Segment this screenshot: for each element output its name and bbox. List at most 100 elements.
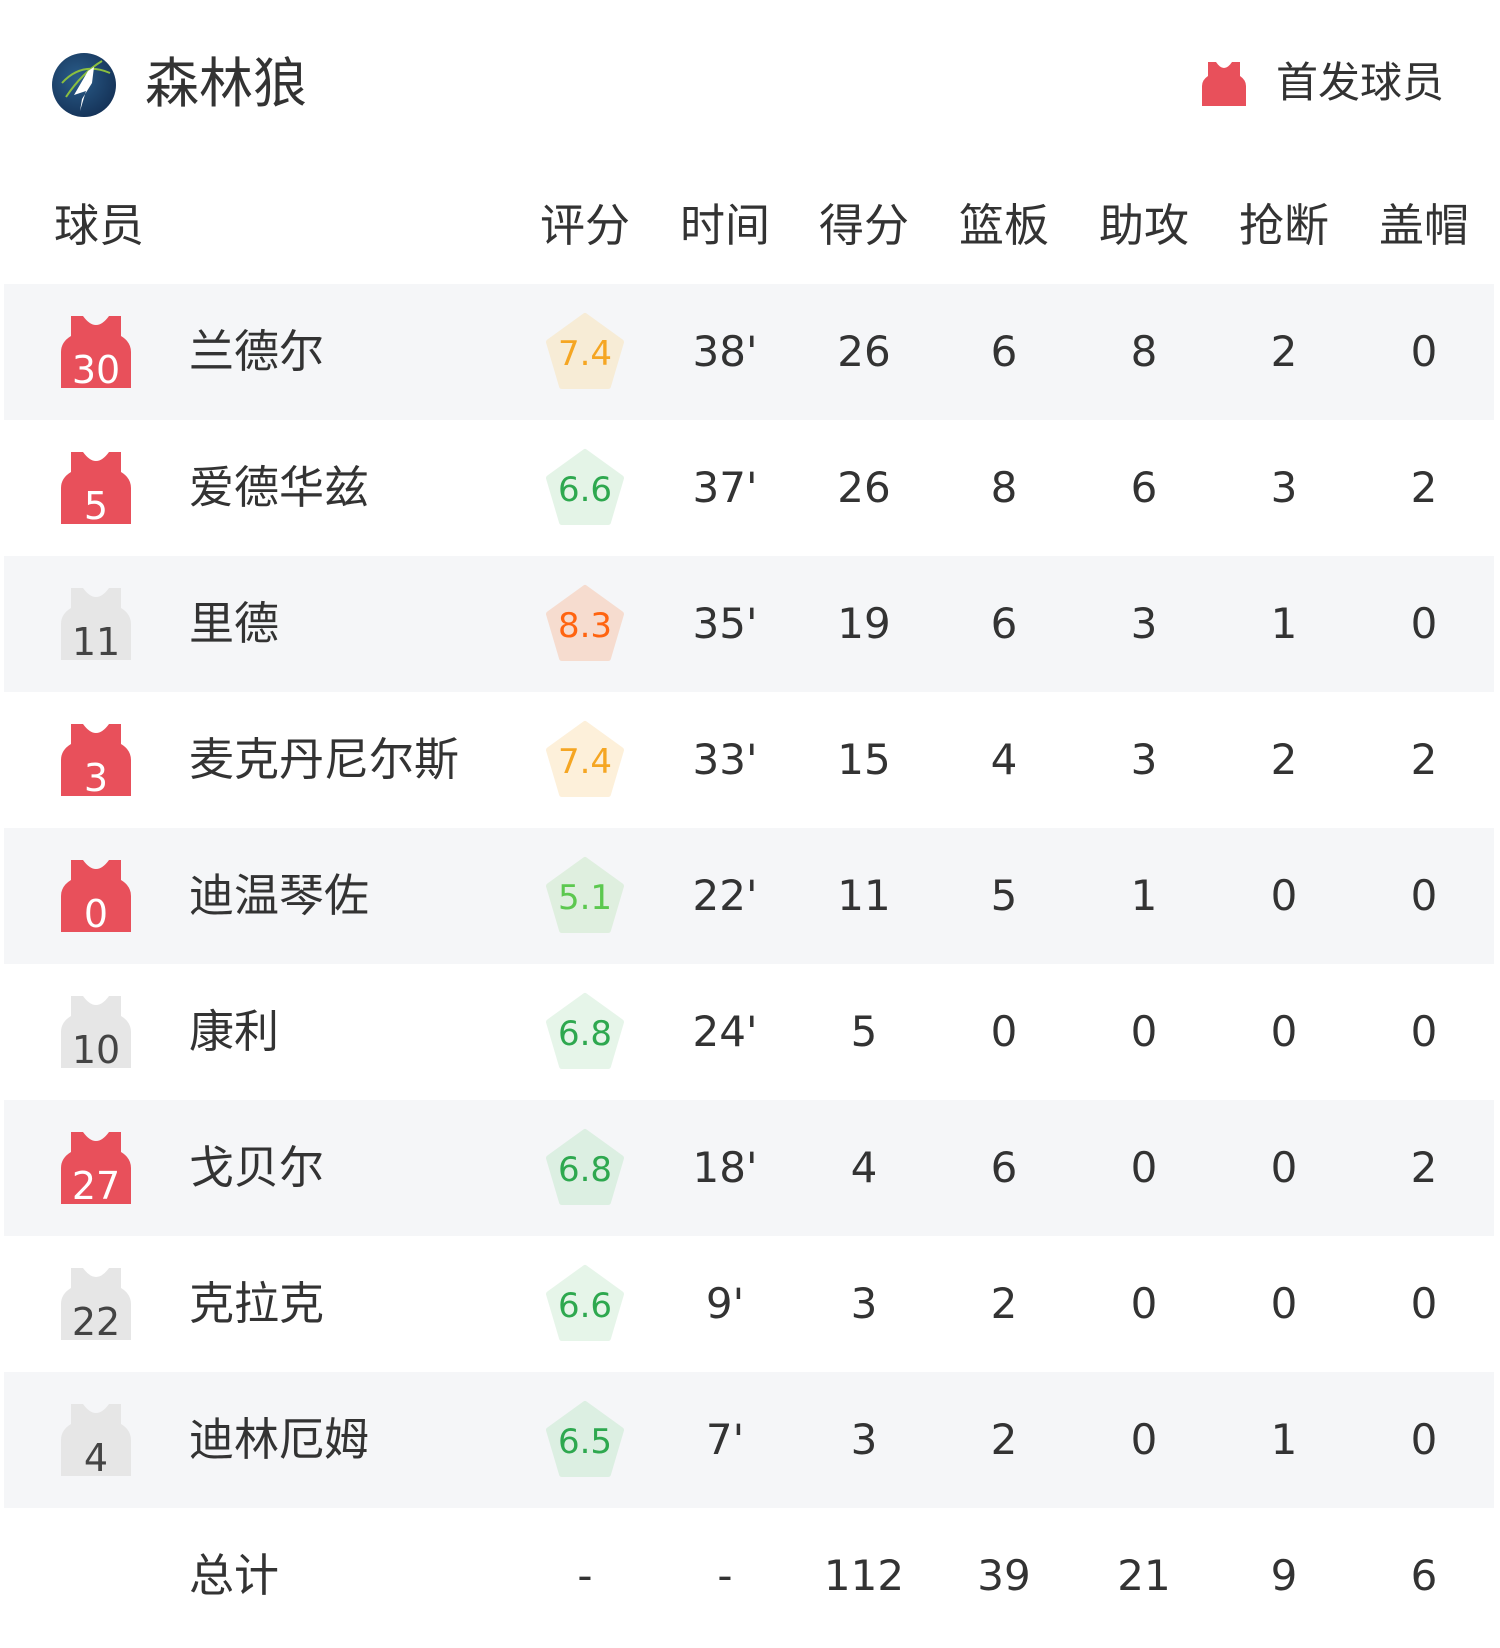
starter-jersey-icon: 30: [61, 316, 131, 392]
col-blocks[interactable]: 盖帽: [1378, 199, 1469, 252]
stat-blk: 2: [1410, 735, 1438, 784]
player-row[interactable]: 11 里德 8.3 35' 19 6 3 1 0: [4, 556, 1494, 692]
jersey-number: 10: [71, 1028, 121, 1072]
stat-ast: 3: [1130, 735, 1158, 784]
team-header: 森林狼 首发球员: [0, 0, 1500, 170]
col-player: 球员: [54, 199, 145, 252]
stat-min: 18': [692, 1143, 758, 1192]
col-minutes[interactable]: 时间: [679, 199, 770, 252]
stat-pts: 26: [837, 463, 891, 512]
stat-reb: 6: [990, 327, 1018, 376]
stat-blk: 0: [1410, 1007, 1438, 1056]
rating-value: 6.6: [557, 1286, 613, 1326]
rating-badge: 6.8: [545, 1128, 625, 1208]
stat-min: 35': [692, 599, 758, 648]
stat-blk: 2: [1410, 1143, 1438, 1192]
stat-reb: 8: [990, 463, 1018, 512]
player-name[interactable]: 克拉克: [189, 1277, 325, 1330]
stat-stl: 2: [1270, 735, 1298, 784]
rating-value: 6.5: [557, 1422, 613, 1462]
stat-pts: 3: [850, 1415, 878, 1464]
stat-ast: 0: [1130, 1007, 1158, 1056]
col-points[interactable]: 得分: [818, 199, 909, 252]
column-header-row: 球员 评分 时间 得分 篮板 助攻 抢断 盖帽: [0, 196, 1500, 256]
player-name[interactable]: 爱德华兹: [189, 461, 370, 514]
stat-pts: 112: [823, 1551, 905, 1600]
rating-badge: 7.4: [545, 312, 625, 392]
jersey-number: 5: [83, 484, 109, 528]
rating-badge: 8.3: [545, 584, 625, 664]
stat-ast: 1: [1130, 871, 1158, 920]
player-name[interactable]: 康利: [189, 1005, 280, 1058]
player-row[interactable]: 10 康利 6.8 24' 5 0 0 0 0: [4, 964, 1494, 1100]
starter-jersey-icon: 3: [61, 724, 131, 800]
col-assists[interactable]: 助攻: [1098, 199, 1189, 252]
player-row[interactable]: 22 克拉克 6.6 9' 3 2 0 0 0: [4, 1236, 1494, 1372]
stat-stl: 0: [1270, 1007, 1298, 1056]
starter-jersey-icon: 5: [61, 452, 131, 528]
stat-reb: 6: [990, 1143, 1018, 1192]
stat-reb: 6: [990, 599, 1018, 648]
player-row[interactable]: 0 迪温琴佐 5.1 22' 11 5 1 0 0: [4, 828, 1494, 964]
player-name[interactable]: 里德: [189, 597, 280, 650]
stat-pts: 19: [837, 599, 891, 648]
stat-reb: 2: [990, 1415, 1018, 1464]
stat-reb: 5: [990, 871, 1018, 920]
stat-stl: 3: [1270, 463, 1298, 512]
stat-ast: 21: [1117, 1551, 1171, 1600]
stat-min: 22': [692, 871, 758, 920]
totals-label: 总计: [189, 1549, 280, 1602]
stat-stl: 0: [1270, 871, 1298, 920]
stat-min: 9': [705, 1279, 745, 1328]
rating-badge: 5.1: [545, 856, 625, 936]
stat-reb: 0: [990, 1007, 1018, 1056]
stat-blk: 2: [1410, 463, 1438, 512]
stat-ast: 0: [1130, 1415, 1158, 1464]
stat-min: 24': [692, 1007, 758, 1056]
stat-stl: 0: [1270, 1279, 1298, 1328]
stat-pts: 11: [837, 871, 891, 920]
rating-value: 6.8: [557, 1150, 613, 1190]
stat-ast: 8: [1130, 327, 1158, 376]
col-rebounds[interactable]: 篮板: [958, 199, 1049, 252]
player-name[interactable]: 戈贝尔: [189, 1141, 325, 1194]
starter-jersey-icon: 0: [61, 860, 131, 936]
stat-reb: 4: [990, 735, 1018, 784]
bench-jersey-icon: 22: [61, 1268, 131, 1344]
stat-pts: 26: [837, 327, 891, 376]
player-name[interactable]: 麦克丹尼尔斯: [189, 733, 460, 786]
stat-blk: 0: [1410, 871, 1438, 920]
player-row[interactable]: 4 迪林厄姆 6.5 7' 3 2 0 1 0: [4, 1372, 1494, 1508]
jersey-number: 11: [71, 620, 121, 664]
player-name[interactable]: 迪温琴佐: [189, 869, 370, 922]
stat-blk: 6: [1410, 1551, 1438, 1600]
col-rating[interactable]: 评分: [539, 199, 630, 252]
stat-stl: 2: [1270, 327, 1298, 376]
stat-stl: 0: [1270, 1143, 1298, 1192]
jersey-number: 3: [83, 756, 109, 800]
rating-value: 7.4: [557, 742, 613, 782]
rating-value: 7.4: [557, 334, 613, 374]
rating-badge: 6.6: [545, 448, 625, 528]
player-row[interactable]: 27 戈贝尔 6.8 18' 4 6 0 0 2: [4, 1100, 1494, 1236]
stat-ast: 6: [1130, 463, 1158, 512]
stat-ast: 0: [1130, 1279, 1158, 1328]
player-row[interactable]: 5 爱德华兹 6.6 37' 26 8 6 3 2: [4, 420, 1494, 556]
col-steals[interactable]: 抢断: [1238, 199, 1329, 252]
player-row[interactable]: 3 麦克丹尼尔斯 7.4 33' 15 4 3 2 2: [4, 692, 1494, 828]
stat-stl: 1: [1270, 599, 1298, 648]
rating-badge: 7.4: [545, 720, 625, 800]
bench-jersey-icon: 11: [61, 588, 131, 664]
stat-blk: 0: [1410, 1415, 1438, 1464]
jersey-number: 0: [83, 892, 109, 936]
jersey-icon: [1202, 62, 1246, 106]
bench-jersey-icon: 4: [61, 1404, 131, 1480]
bench-jersey-icon: 10: [61, 996, 131, 1072]
player-name[interactable]: 兰德尔: [189, 325, 325, 378]
starter-jersey-icon: 27: [61, 1132, 131, 1208]
player-row[interactable]: 30 兰德尔 7.4 38' 26 6 8 2 0: [4, 284, 1494, 420]
jersey-number: 4: [83, 1436, 109, 1480]
stat-min: 7': [705, 1415, 745, 1464]
stat-pts: 4: [850, 1143, 878, 1192]
player-name[interactable]: 迪林厄姆: [189, 1413, 370, 1466]
